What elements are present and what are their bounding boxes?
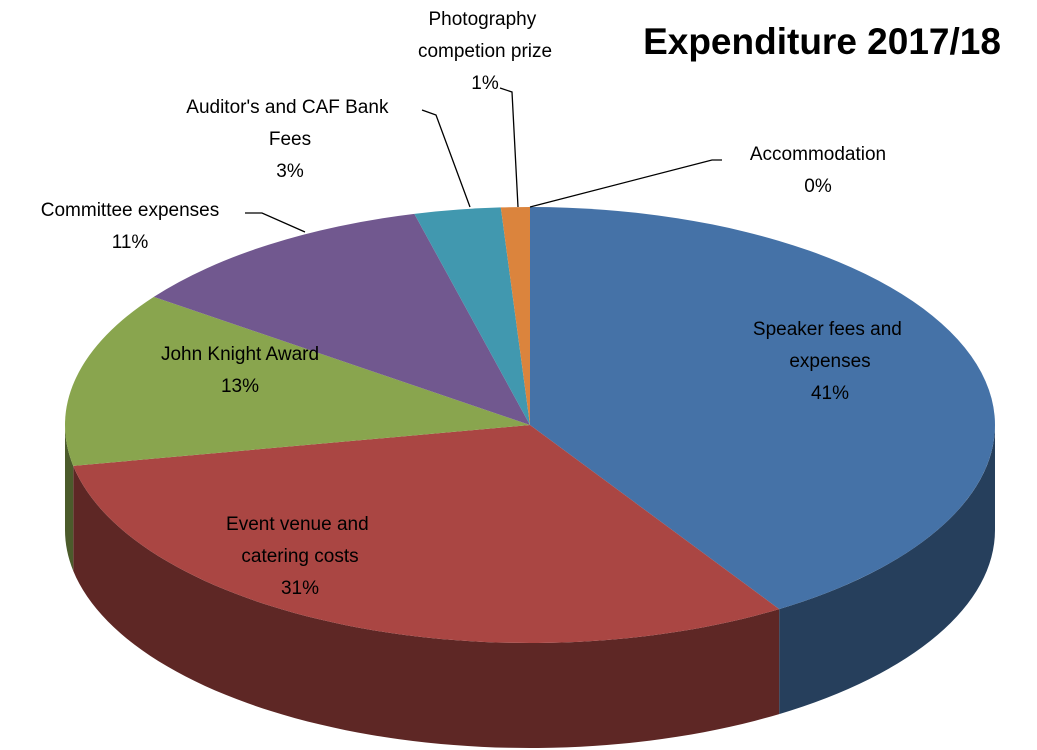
slice-side xyxy=(73,465,780,749)
slice-value-label: 0% xyxy=(804,176,832,197)
slice xyxy=(73,425,780,643)
slice-value-label: 3% xyxy=(276,161,304,182)
slice-label: Event venue and catering costs xyxy=(226,514,374,567)
slice-value-label: 13% xyxy=(221,376,259,397)
slice-label: Photography competion prize xyxy=(418,9,552,62)
slice-value-label: 11% xyxy=(112,232,149,253)
slice-label: Auditor's and CAF Bank Fees xyxy=(186,97,393,150)
slice xyxy=(414,207,530,425)
slice-label: John Knight Award xyxy=(161,344,319,365)
slice-label: Committee expenses xyxy=(41,200,219,221)
chart-title: Expenditure 2017/18 xyxy=(643,21,1001,62)
slice-value-label: 31% xyxy=(281,578,319,599)
slice-label: Accommodation xyxy=(750,144,886,165)
slice xyxy=(530,207,995,610)
slice-value-label: 41% xyxy=(811,383,849,404)
leader-line xyxy=(529,159,722,208)
slice xyxy=(64,296,530,466)
leader-line xyxy=(499,87,519,208)
slice-side xyxy=(779,425,995,715)
slice-side xyxy=(65,425,74,571)
leader-line xyxy=(421,109,471,208)
slice xyxy=(500,207,530,425)
slice-value-label: 1% xyxy=(471,73,499,94)
slice-label: Speaker fees and expenses xyxy=(753,319,907,372)
slice xyxy=(153,213,530,425)
leader-line xyxy=(245,212,306,233)
